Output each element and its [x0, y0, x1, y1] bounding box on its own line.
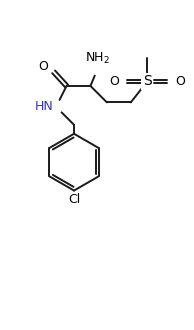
Text: HN: HN [35, 100, 54, 114]
Text: O: O [175, 75, 185, 88]
Text: Cl: Cl [68, 193, 80, 206]
Text: NH$_2$: NH$_2$ [85, 51, 110, 66]
Text: O: O [110, 75, 120, 88]
Text: S: S [143, 75, 152, 88]
Text: O: O [38, 60, 48, 73]
